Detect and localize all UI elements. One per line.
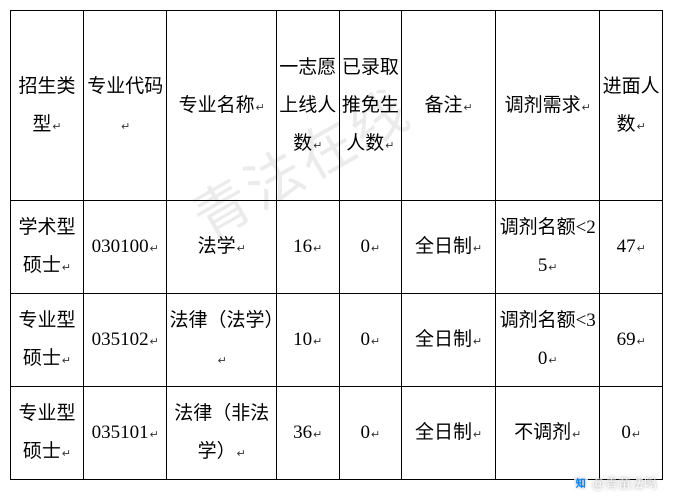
header-adjustment: 调剂需求↵ (496, 11, 600, 201)
cell-interview: 0↵ (600, 387, 663, 480)
header-remark: 备注↵ (402, 11, 496, 201)
cell-admission-type: 专业型硕士↵ (11, 387, 84, 480)
cell-first-choice: 36↵ (277, 387, 340, 480)
cell-adjustment: 不调剂↵ (496, 387, 600, 480)
cell-interview: 47↵ (600, 201, 663, 294)
cell-major-code: 035101↵ (84, 387, 167, 480)
cell-major-name: 法律（非法学）↵ (167, 387, 277, 480)
header-first-choice-count: 一志愿上线人数↵ (277, 11, 340, 201)
table-row: 专业型硕士↵ 035101↵ 法律（非法学）↵ 36↵ 0↵ 全日制↵ 不调剂↵… (11, 387, 663, 480)
cell-exempt: 0↵ (339, 201, 402, 294)
cell-exempt: 0↵ (339, 387, 402, 480)
cell-major-code: 030100↵ (84, 201, 167, 294)
header-major-name: 专业名称↵ (167, 11, 277, 201)
cell-interview: 69↵ (600, 294, 663, 387)
header-interview-count: 进面人数↵ (600, 11, 663, 201)
cell-adjustment: 调剂名额<25↵ (496, 201, 600, 294)
attribution-text: @青苗法鸣 (592, 473, 657, 492)
cell-adjustment: 调剂名额<30↵ (496, 294, 600, 387)
admissions-table: 招生类型↵ 专业代码↵ 专业名称↵ 一志愿上线人数↵ 已录取推免生人数↵ 备注↵… (10, 10, 663, 480)
cell-remark: 全日制↵ (402, 201, 496, 294)
table-header-row: 招生类型↵ 专业代码↵ 专业名称↵ 一志愿上线人数↵ 已录取推免生人数↵ 备注↵… (11, 11, 663, 201)
table-row: 专业型硕士↵ 035102↵ 法律（法学）↵ 10↵ 0↵ 全日制↵ 调剂名额<… (11, 294, 663, 387)
cell-first-choice: 16↵ (277, 201, 340, 294)
cell-remark: 全日制↵ (402, 294, 496, 387)
zhihu-icon: 知 (574, 476, 588, 490)
cell-exempt: 0↵ (339, 294, 402, 387)
cell-major-name: 法律（法学）↵ (167, 294, 277, 387)
cell-admission-type: 学术型硕士↵ (11, 201, 84, 294)
table-row: 学术型硕士↵ 030100↵ 法学↵ 16↵ 0↵ 全日制↵ 调剂名额<25↵ … (11, 201, 663, 294)
header-admission-type: 招生类型↵ (11, 11, 84, 201)
cell-major-code: 035102↵ (84, 294, 167, 387)
attribution: 知 @青苗法鸣 (574, 473, 657, 492)
cell-remark: 全日制↵ (402, 387, 496, 480)
header-major-code: 专业代码↵ (84, 11, 167, 201)
cell-first-choice: 10↵ (277, 294, 340, 387)
cell-admission-type: 专业型硕士↵ (11, 294, 84, 387)
header-exempt-count: 已录取推免生人数↵ (339, 11, 402, 201)
cell-major-name: 法学↵ (167, 201, 277, 294)
